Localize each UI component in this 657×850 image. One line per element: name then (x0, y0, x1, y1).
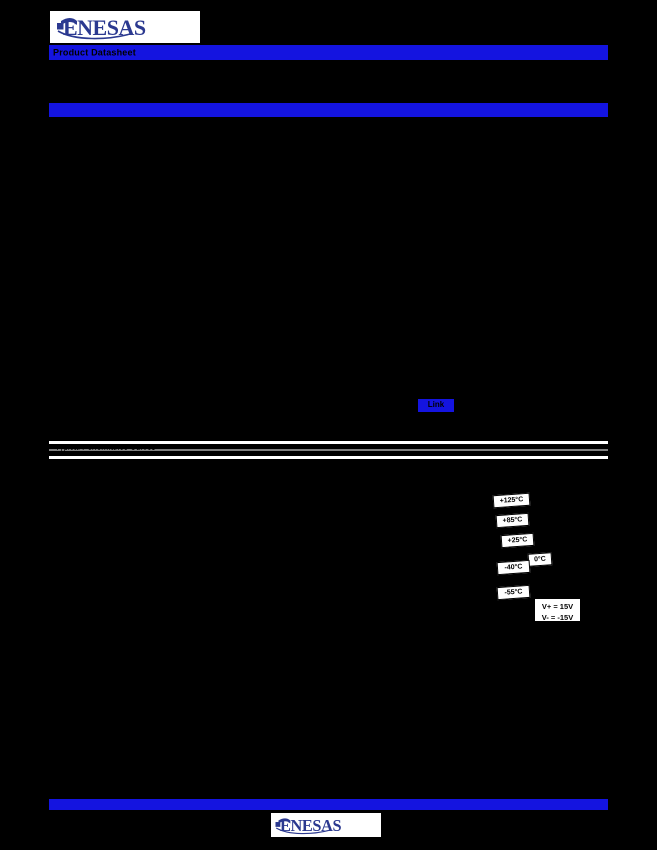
renesas-wordmark-svg: ENESAS (57, 15, 146, 40)
section-band (49, 441, 608, 459)
header-title-text: Product Datasheet (53, 47, 136, 57)
supply-line-vplus: V+ = 15V (541, 602, 574, 611)
callout-tm40: -40°C (496, 559, 531, 576)
callout-t0: 0°C (527, 552, 553, 567)
supply-line-vminus: V- = -15V (541, 613, 574, 622)
body-copy (49, 125, 608, 385)
callout-t85: +85°C (495, 512, 530, 529)
renesas-logo-footer: ENESAS (270, 812, 382, 838)
renesas-logo-header: ENESAS (49, 10, 201, 44)
body-hyperlink-label: Link (427, 400, 445, 409)
header-title-bar: Product Datasheet (49, 45, 608, 60)
section-band-label: Typical Performance Curves (55, 443, 156, 452)
callout-t125: +125°C (492, 492, 531, 509)
section-band-rule (49, 449, 608, 451)
renesas-wordmark-footer-svg: ENESAS (275, 816, 342, 835)
body-hyperlink[interactable]: Link (418, 399, 454, 412)
callout-tm55: -55°C (496, 584, 531, 601)
callout-t25: +25°C (500, 532, 535, 549)
callout-supply-conditions: V+ = 15V V- = -15V (534, 598, 581, 622)
svg-text:ENESAS: ENESAS (63, 15, 146, 40)
footer-bar (49, 799, 608, 810)
header-subtitle-bar (49, 103, 608, 117)
svg-text:ENESAS: ENESAS (280, 816, 342, 835)
